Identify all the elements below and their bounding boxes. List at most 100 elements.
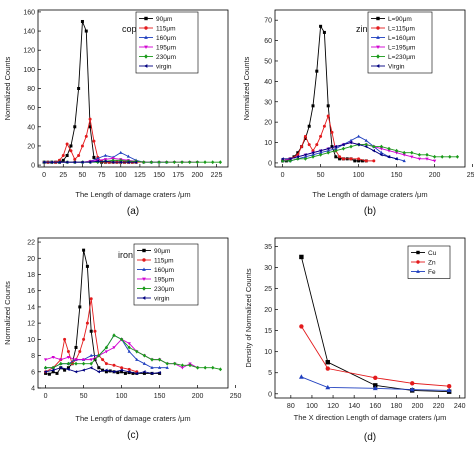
legend-entry: L=90μm <box>388 16 412 23</box>
data-point <box>92 139 96 143</box>
panel-label: (d) <box>364 432 376 443</box>
data-point <box>51 368 55 372</box>
series-line-1 <box>44 21 137 163</box>
data-point <box>119 368 123 372</box>
data-point <box>372 385 378 391</box>
data-point <box>319 134 323 138</box>
data-point <box>157 370 161 375</box>
data-point <box>387 146 391 151</box>
legend-entry: virgin <box>156 63 172 70</box>
data-point <box>66 366 70 370</box>
data-point <box>432 159 437 163</box>
data-point <box>300 145 304 149</box>
legend-swatch-marker <box>416 250 420 255</box>
legend-entry: 90μm <box>154 248 170 255</box>
data-point <box>410 155 414 159</box>
y-tick-label: 10 <box>264 349 272 356</box>
data-point <box>372 144 376 149</box>
y-tick-label: 12 <box>27 321 35 328</box>
y-tick-label: 100 <box>23 67 35 74</box>
data-point <box>89 297 93 301</box>
series-group <box>298 254 452 394</box>
y-tick-label: 160 <box>23 9 35 16</box>
x-tick-label: 200 <box>192 393 204 400</box>
data-point <box>96 156 100 160</box>
data-point <box>218 367 223 372</box>
legend-swatch-marker <box>416 269 420 273</box>
data-point <box>104 345 109 350</box>
y-tick-label: 20 <box>27 256 35 263</box>
y-tick-label: 18 <box>27 272 35 279</box>
data-point <box>448 154 452 159</box>
data-point <box>288 157 292 161</box>
legend-swatch-marker <box>144 54 148 59</box>
legend-swatch-marker <box>376 35 380 39</box>
legend-swatch-marker <box>376 26 380 30</box>
legend-entry: 115μm <box>156 25 176 32</box>
data-point <box>112 363 116 367</box>
data-point <box>63 337 67 341</box>
data-point <box>303 136 307 140</box>
data-point <box>85 321 89 325</box>
data-point <box>134 160 138 164</box>
data-point <box>97 353 101 358</box>
data-point <box>103 159 107 163</box>
data-point <box>394 148 399 153</box>
x-tick-label: 200 <box>429 172 441 179</box>
data-point <box>119 337 124 342</box>
y-tick-label: 5 <box>268 370 272 377</box>
y-tick-label: 140 <box>23 29 35 36</box>
series-line-1 <box>282 24 367 162</box>
data-point <box>195 365 200 370</box>
data-point <box>123 371 127 375</box>
data-point <box>127 342 131 346</box>
legend: L=90μm L=115μm L=160μm L=195μm L=230μm Virgin <box>367 11 433 74</box>
data-point <box>326 104 330 108</box>
x-tick-label: 0 <box>42 172 46 179</box>
legend-swatch-marker <box>142 267 146 271</box>
data-point <box>142 371 146 375</box>
x-tick-label: 0 <box>281 172 285 179</box>
legend-swatch-marker <box>375 64 380 68</box>
y-tick-label: 40 <box>27 124 35 131</box>
data-point <box>135 349 139 354</box>
data-point <box>409 386 415 392</box>
data-point <box>425 152 429 157</box>
x-tick-label: 150 <box>153 172 165 179</box>
data-point <box>188 160 192 165</box>
x-tick-label: 80 <box>287 403 295 410</box>
data-point <box>364 138 368 142</box>
legend-swatch-marker <box>144 26 148 30</box>
data-point <box>172 160 177 165</box>
legend-entry: 160μm <box>156 35 176 42</box>
y-tick-label: 40 <box>264 79 272 86</box>
legend-swatch-marker <box>144 45 148 50</box>
x-tick-label: 200 <box>412 403 424 410</box>
data-point <box>89 358 93 362</box>
data-point <box>372 149 375 153</box>
data-point <box>372 159 376 163</box>
data-point <box>104 350 109 354</box>
data-point <box>77 87 81 90</box>
x-tick-label: 225 <box>211 172 223 179</box>
data-point <box>349 140 353 145</box>
data-point <box>446 384 452 389</box>
data-point <box>59 366 62 370</box>
data-point <box>341 142 345 147</box>
legend-entry: Cu <box>428 250 437 257</box>
x-tick-label: 180 <box>391 403 403 410</box>
legend-swatch-marker <box>142 286 146 291</box>
y-tick-label: 20 <box>264 120 272 127</box>
data-point <box>150 365 154 369</box>
data-point <box>364 144 368 149</box>
y-tick-label: 80 <box>27 86 35 93</box>
data-point <box>95 159 99 163</box>
x-tick-label: 100 <box>353 172 365 179</box>
data-point <box>298 374 304 379</box>
data-point <box>299 254 304 260</box>
y-tick-label: 0 <box>268 160 272 167</box>
data-point <box>104 362 108 366</box>
series-group <box>280 24 460 163</box>
data-point <box>180 366 185 370</box>
data-point <box>157 365 162 369</box>
